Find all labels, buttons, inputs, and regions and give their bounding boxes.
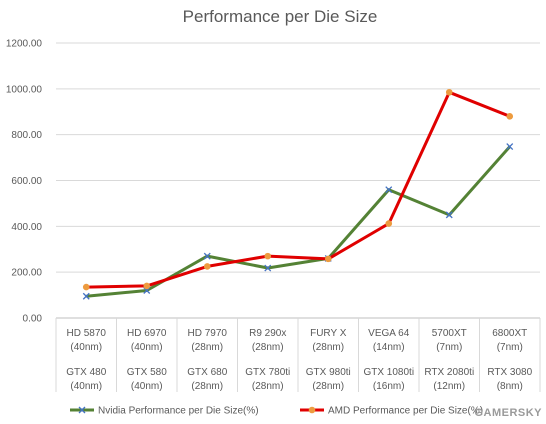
x-tick-label: (28nm)	[252, 381, 284, 392]
x-axis: HD 5870 (40nm) GTX 480 (40nm) HD 6970 (40nm) G…	[55, 317, 541, 392]
x-tick-label: RTX 2080ti	[424, 367, 474, 378]
x-tick-label: 6800XT	[492, 328, 527, 339]
x-tick-label: HD 6970	[127, 328, 167, 339]
x-tick-label: FURY X	[310, 328, 347, 339]
y-tick-label: 400.00	[11, 222, 42, 233]
gridlines	[56, 42, 540, 273]
x-tick-label: (28nm)	[312, 381, 344, 392]
marker-stroke	[445, 211, 453, 219]
series	[82, 88, 514, 291]
y-tick-label: 1000.00	[6, 84, 43, 95]
x-tick-label: GTX 580	[127, 367, 167, 378]
marker-stroke	[78, 406, 86, 414]
x-tick-label: (40nm)	[70, 381, 102, 392]
x-tick-label: (28nm)	[191, 381, 223, 392]
x-tick-label: (40nm)	[131, 342, 163, 353]
legend-label: Nvidia Performance per Die Size(%)	[98, 406, 259, 417]
data-point-marker	[78, 406, 86, 414]
y-tick-label: 0.00	[23, 314, 43, 325]
y-tick-label: 600.00	[11, 176, 42, 187]
chart-title: Performance per Die Size	[183, 7, 378, 26]
x-tick-label: VEGA 64	[368, 328, 410, 339]
series-group	[82, 88, 514, 300]
x-tick-label: (8nm)	[497, 381, 523, 392]
x-tick-label: GTX 780ti	[245, 367, 290, 378]
data-point-marker	[385, 220, 393, 227]
data-point-marker	[203, 252, 211, 260]
data-point-marker	[506, 143, 514, 151]
x-tick-label: GTX 1080ti	[363, 367, 414, 378]
data-point-marker	[308, 406, 316, 414]
y-tick-label: 200.00	[11, 268, 42, 279]
y-tick-label: 1200.00	[6, 39, 43, 50]
x-tick-label: GTX 480	[66, 367, 106, 378]
y-tick-label: 800.00	[11, 130, 42, 141]
data-point-marker	[324, 255, 332, 263]
marker-stroke	[82, 292, 90, 300]
marker-stroke	[506, 143, 514, 151]
x-tick-label: (40nm)	[131, 381, 163, 392]
legend-label: AMD Performance per Die Size(%)	[328, 406, 483, 417]
data-point-marker	[82, 292, 90, 300]
data-point-marker	[445, 88, 453, 96]
x-tick-label: HD 5870	[67, 328, 107, 339]
data-point-marker	[445, 211, 453, 219]
x-tick-label: GTX 680	[187, 367, 227, 378]
legend: Nvidia Performance per Die Size(%) AMD Pe…	[70, 406, 483, 417]
series-line	[86, 145, 511, 298]
series	[82, 143, 514, 300]
marker-stroke	[203, 252, 211, 260]
x-tick-label: RTX 3080	[487, 367, 532, 378]
x-tick-label: R9 290x	[249, 328, 286, 339]
data-point-marker	[143, 282, 151, 290]
x-tick-label: HD 7970	[188, 328, 228, 339]
series-line	[86, 90, 511, 289]
x-tick-label: (12nm)	[433, 381, 465, 392]
watermark-text: GAMERSKY	[474, 407, 542, 419]
data-point-marker	[264, 252, 272, 260]
data-point-marker	[264, 264, 272, 272]
y-axis: 0.00 200.00 400.00 600.00 800.00 1000.00 1200.…	[6, 39, 43, 325]
data-point-marker	[506, 113, 514, 120]
x-tick-label: (28nm)	[191, 342, 223, 353]
data-point-marker	[385, 186, 393, 194]
x-tick-label: GTX 980ti	[306, 367, 351, 378]
x-tick-label: (40nm)	[70, 342, 102, 353]
data-point-marker	[82, 283, 90, 291]
x-tick-label: (14nm)	[373, 342, 405, 353]
x-tick-label: 5700XT	[432, 328, 467, 339]
marker-stroke	[264, 264, 272, 272]
x-tick-label: (28nm)	[312, 342, 344, 353]
x-tick-label: (28nm)	[252, 342, 284, 353]
data-point-marker	[203, 263, 211, 270]
x-tick-label: (7nm)	[436, 342, 462, 353]
x-tick-label: (16nm)	[373, 381, 405, 392]
x-tick-label: (7nm)	[497, 342, 523, 353]
marker-stroke	[385, 186, 393, 194]
